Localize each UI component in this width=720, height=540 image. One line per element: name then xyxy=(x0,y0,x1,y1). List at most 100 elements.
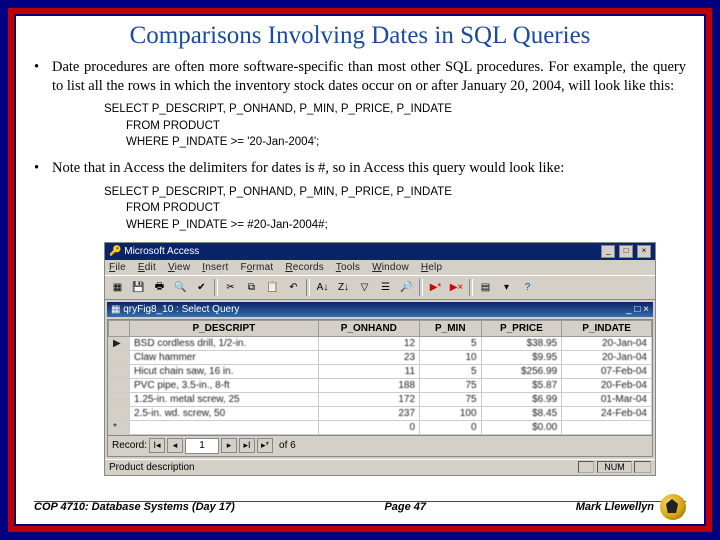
table-row[interactable]: Hicut chain saw, 16 in.115$256.9907-Feb-… xyxy=(109,364,652,378)
nav-new-button[interactable]: ▸* xyxy=(257,438,273,453)
table-cell[interactable]: PVC pipe, 3.5-in., 8-ft xyxy=(130,378,319,392)
table-cell[interactable]: Hicut chain saw, 16 in. xyxy=(130,364,319,378)
delete-record-icon[interactable]: ▶× xyxy=(447,278,466,297)
bullet-dot: • xyxy=(34,159,52,178)
table-cell[interactable]: 20-Jan-04 xyxy=(562,350,652,364)
menu-edit[interactable]: Edit xyxy=(138,262,156,273)
paste-icon[interactable]: 📋 xyxy=(263,278,282,297)
spell-icon[interactable]: ✔ xyxy=(192,278,211,297)
child-minimize-button[interactable]: _ xyxy=(626,304,632,315)
table-cell[interactable]: 2.5-in. wd. screw, 50 xyxy=(130,406,319,420)
dropdown-icon[interactable]: ▾ xyxy=(497,278,516,297)
table-row[interactable]: 1.25-in. metal screw, 2517275$6.9901-Mar… xyxy=(109,392,652,406)
print-icon[interactable]: 🖶 xyxy=(150,278,169,297)
table-cell[interactable]: $8.45 xyxy=(481,406,562,420)
column-header[interactable]: P_ONHAND xyxy=(318,320,419,336)
menu-help[interactable]: Help xyxy=(421,262,442,273)
table-cell[interactable]: $38.95 xyxy=(481,336,562,350)
table-cell[interactable]: 0 xyxy=(420,420,482,434)
child-maximize-button[interactable]: □ xyxy=(634,304,640,315)
column-header[interactable]: P_DESCRIPT xyxy=(130,320,319,336)
table-cell[interactable]: 100 xyxy=(420,406,482,420)
sort-desc-icon[interactable]: Z↓ xyxy=(334,278,353,297)
table-cell[interactable]: 188 xyxy=(318,378,419,392)
menu-insert[interactable]: Insert xyxy=(202,262,228,273)
copy-icon[interactable]: ⧉ xyxy=(242,278,261,297)
table-cell[interactable]: 12 xyxy=(318,336,419,350)
minimize-button[interactable]: _ xyxy=(601,245,615,258)
table-cell[interactable]: 75 xyxy=(420,378,482,392)
table-cell[interactable]: 07-Feb-04 xyxy=(562,364,652,378)
table-cell[interactable]: $9.95 xyxy=(481,350,562,364)
row-selector[interactable] xyxy=(109,350,130,364)
column-header[interactable]: P_MIN xyxy=(420,320,482,336)
table-cell[interactable] xyxy=(562,420,652,434)
filter-form-icon[interactable]: ☰ xyxy=(376,278,395,297)
table-cell[interactable]: 10 xyxy=(420,350,482,364)
nav-prev-button[interactable]: ◂ xyxy=(167,438,183,453)
nav-first-button[interactable]: I◂ xyxy=(149,438,165,453)
child-close-button[interactable]: × xyxy=(643,304,649,315)
help-icon[interactable]: ? xyxy=(518,278,537,297)
table-cell[interactable]: 172 xyxy=(318,392,419,406)
table-cell[interactable]: $256.99 xyxy=(481,364,562,378)
record-navigator: Record: I◂ ◂ ▸ ▸I ▸* of 6 xyxy=(108,435,652,456)
table-cell[interactable]: $5.87 xyxy=(481,378,562,392)
table-row[interactable]: PVC pipe, 3.5-in., 8-ft18875$5.8720-Feb-… xyxy=(109,378,652,392)
table-cell[interactable]: 01-Mar-04 xyxy=(562,392,652,406)
menu-window[interactable]: Window xyxy=(372,262,409,273)
bullet-1: • Date procedures are often more softwar… xyxy=(34,58,686,95)
row-selector[interactable]: ▶ xyxy=(109,336,130,350)
menu-tools[interactable]: Tools xyxy=(336,262,360,273)
menu-view[interactable]: View xyxy=(168,262,190,273)
preview-icon[interactable]: 🔍 xyxy=(171,278,190,297)
database-window-icon[interactable]: ▤ xyxy=(476,278,495,297)
new-record-icon[interactable]: ▶* xyxy=(426,278,445,297)
row-selector[interactable] xyxy=(109,364,130,378)
cut-icon[interactable]: ✂ xyxy=(221,278,240,297)
find-icon[interactable]: 🔎 xyxy=(397,278,416,297)
table-cell[interactable]: BSD cordless drill, 1/2-in. xyxy=(130,336,319,350)
table-cell[interactable]: 0 xyxy=(318,420,419,434)
row-selector[interactable] xyxy=(109,392,130,406)
close-button[interactable]: × xyxy=(637,245,651,258)
save-icon[interactable]: 💾 xyxy=(129,278,148,297)
column-header[interactable] xyxy=(109,320,130,336)
menu-format[interactable]: Format xyxy=(240,262,273,273)
table-cell[interactable]: 237 xyxy=(318,406,419,420)
table-row[interactable]: 2.5-in. wd. screw, 50237100$8.4524-Feb-0… xyxy=(109,406,652,420)
table-cell[interactable]: Claw hammer xyxy=(130,350,319,364)
column-header[interactable]: P_PRICE xyxy=(481,320,562,336)
nav-record-input[interactable] xyxy=(185,438,219,454)
table-cell[interactable]: $6.99 xyxy=(481,392,562,406)
undo-icon[interactable]: ↶ xyxy=(284,278,303,297)
table-cell[interactable]: 20-Feb-04 xyxy=(562,378,652,392)
table-cell[interactable] xyxy=(130,420,319,434)
menu-file[interactable]: File xyxy=(109,262,126,273)
menu-records[interactable]: Records xyxy=(285,262,324,273)
table-cell[interactable]: 75 xyxy=(420,392,482,406)
table-cell[interactable]: 20-Jan-04 xyxy=(562,336,652,350)
table-cell[interactable]: 23 xyxy=(318,350,419,364)
nav-next-button[interactable]: ▸ xyxy=(221,438,237,453)
table-cell[interactable]: $0.00 xyxy=(481,420,562,434)
table-cell[interactable]: 24-Feb-04 xyxy=(562,406,652,420)
view-icon[interactable]: ▦ xyxy=(108,278,127,297)
table-cell[interactable]: 5 xyxy=(420,364,482,378)
table-row[interactable]: Claw hammer2310$9.9520-Jan-04 xyxy=(109,350,652,364)
nav-last-button[interactable]: ▸I xyxy=(239,438,255,453)
table-row[interactable]: *00$0.00 xyxy=(109,420,652,434)
table-row[interactable]: ▶BSD cordless drill, 1/2-in.125$38.9520-… xyxy=(109,336,652,350)
row-selector[interactable]: * xyxy=(109,420,130,434)
sort-asc-icon[interactable]: A↓ xyxy=(313,278,332,297)
row-selector[interactable] xyxy=(109,378,130,392)
maximize-button[interactable]: □ xyxy=(619,245,633,258)
status-left-text: Product description xyxy=(109,462,195,473)
table-cell[interactable]: 11 xyxy=(318,364,419,378)
result-grid[interactable]: P_DESCRIPTP_ONHANDP_MINP_PRICEP_INDATE ▶… xyxy=(107,319,653,457)
filter-icon[interactable]: ▽ xyxy=(355,278,374,297)
row-selector[interactable] xyxy=(109,406,130,420)
table-cell[interactable]: 5 xyxy=(420,336,482,350)
table-cell[interactable]: 1.25-in. metal screw, 25 xyxy=(130,392,319,406)
column-header[interactable]: P_INDATE xyxy=(562,320,652,336)
